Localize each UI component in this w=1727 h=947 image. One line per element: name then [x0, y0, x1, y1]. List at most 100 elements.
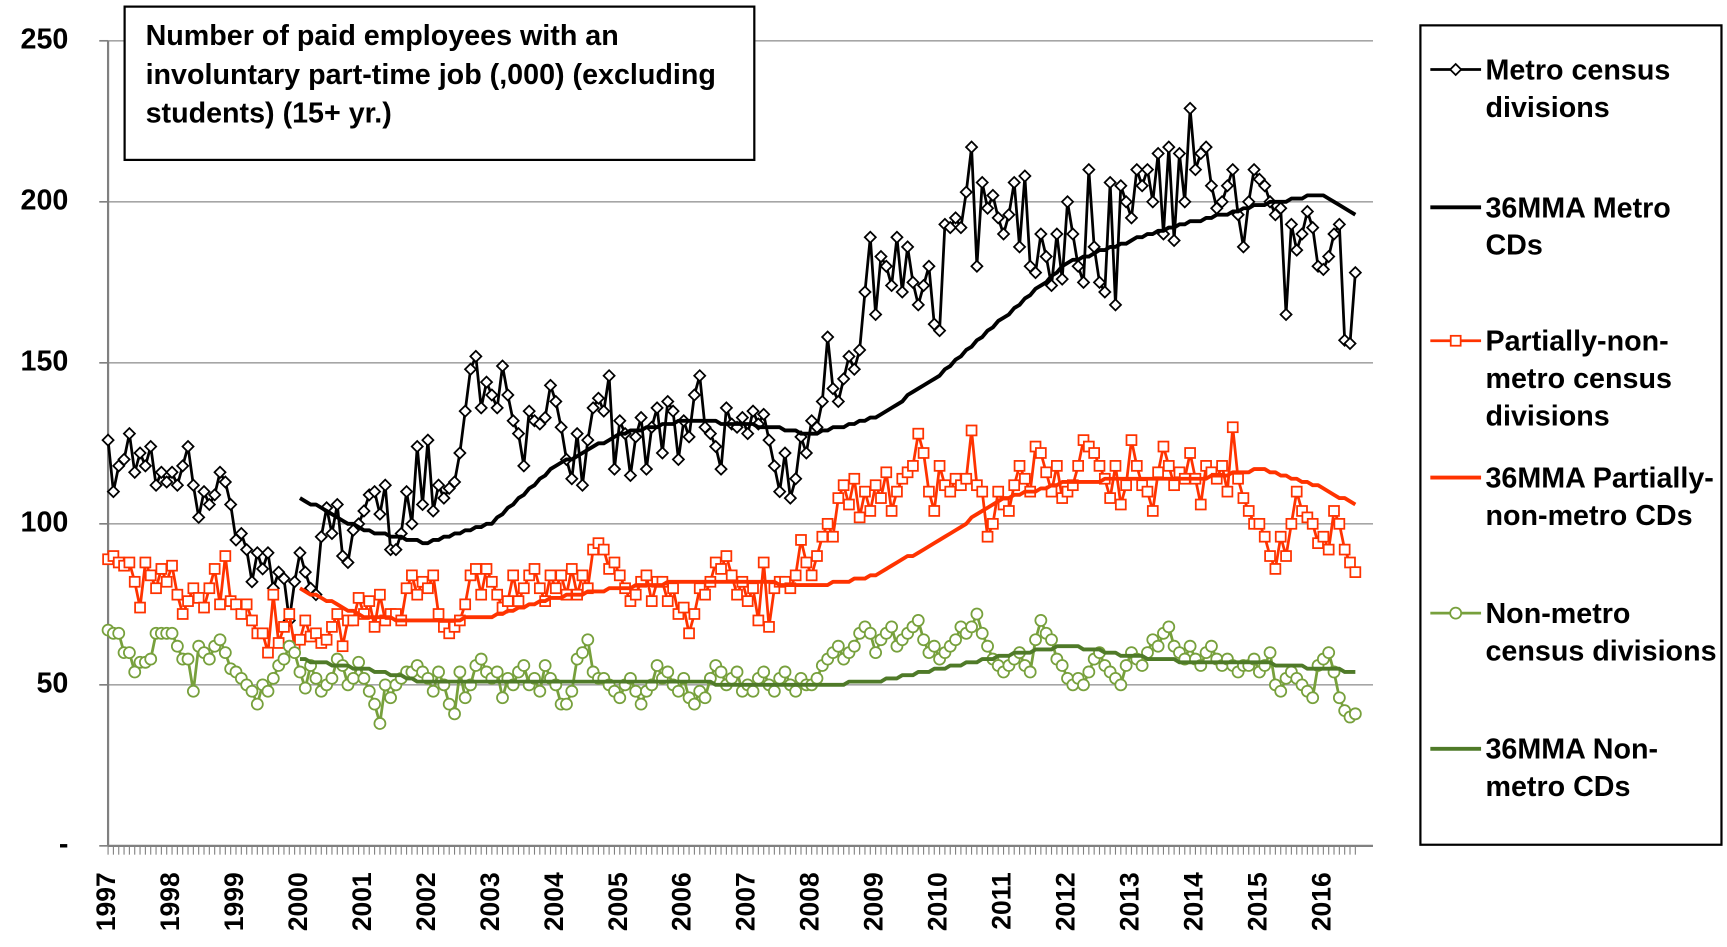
point [400, 582, 413, 595]
point [1225, 162, 1240, 177]
point [805, 569, 818, 582]
point [1050, 227, 1064, 241]
x-tick-label: 2014 [1178, 872, 1208, 931]
point [859, 485, 871, 498]
point [890, 230, 904, 244]
point [144, 569, 157, 582]
point [1333, 517, 1346, 530]
point [640, 569, 653, 582]
point [128, 575, 141, 588]
x-tick-label: 2008 [795, 872, 825, 931]
point [213, 633, 227, 647]
point [1035, 447, 1047, 459]
point [1199, 140, 1213, 154]
point [1449, 334, 1462, 347]
point [143, 439, 158, 454]
legend-label: Metro census divisions [1485, 52, 1671, 124]
point [875, 492, 887, 504]
point [767, 684, 781, 698]
series-line [106, 107, 1357, 622]
point [613, 569, 626, 582]
point [927, 639, 941, 653]
point [687, 388, 702, 402]
point [272, 637, 285, 649]
point [293, 546, 307, 560]
x-tick-label: 1997 [91, 872, 121, 931]
point [384, 691, 397, 705]
point [1285, 517, 1298, 530]
point [1140, 162, 1155, 177]
x-tick-label: 2001 [347, 872, 377, 931]
point [1119, 195, 1133, 209]
point [613, 414, 627, 428]
point [1274, 530, 1287, 543]
point [943, 220, 958, 235]
point [677, 601, 690, 614]
point [715, 563, 727, 575]
point [570, 426, 584, 441]
point [576, 646, 589, 660]
point [948, 211, 963, 225]
point [752, 614, 765, 627]
point [837, 479, 850, 492]
point [198, 601, 210, 614]
chart-title: Number of paid employees with an involun… [123, 5, 756, 162]
point [778, 446, 792, 460]
x-tick-label: 2005 [603, 872, 633, 931]
point [106, 484, 121, 499]
point [261, 684, 275, 698]
point [1103, 175, 1117, 190]
point [1216, 460, 1228, 472]
point [240, 598, 253, 611]
point [1114, 498, 1127, 511]
point [267, 588, 280, 601]
point [367, 484, 382, 499]
point [565, 684, 579, 698]
point [1344, 556, 1356, 569]
point [283, 608, 296, 620]
point [891, 485, 903, 498]
point [437, 491, 451, 505]
point [112, 626, 126, 640]
point [453, 446, 467, 460]
point [746, 684, 760, 698]
point [741, 595, 754, 607]
point [1076, 275, 1091, 290]
point [763, 621, 775, 633]
point [629, 684, 643, 698]
point [213, 465, 227, 480]
legend-swatch [1430, 62, 1482, 77]
point [1167, 233, 1181, 248]
point [756, 407, 771, 422]
point [900, 240, 915, 254]
point [277, 652, 291, 666]
point [139, 556, 152, 569]
point [543, 378, 558, 393]
point [661, 665, 675, 679]
point [314, 529, 329, 544]
point [122, 646, 136, 660]
point [757, 665, 771, 679]
point [517, 459, 531, 473]
point [661, 595, 674, 607]
point [495, 359, 510, 373]
point [634, 410, 648, 425]
x-tick-label: 2007 [731, 872, 761, 931]
point [512, 595, 525, 607]
point [634, 697, 648, 711]
point [406, 569, 418, 582]
point [1012, 240, 1027, 254]
point [868, 307, 883, 322]
point [219, 550, 232, 562]
point [458, 691, 472, 705]
point [698, 691, 712, 705]
point [1023, 665, 1037, 679]
point [831, 394, 846, 409]
point [613, 691, 627, 705]
point [245, 575, 259, 589]
legend-swatch [1430, 334, 1482, 347]
point [660, 394, 675, 409]
point [699, 588, 711, 601]
point [1141, 485, 1154, 498]
